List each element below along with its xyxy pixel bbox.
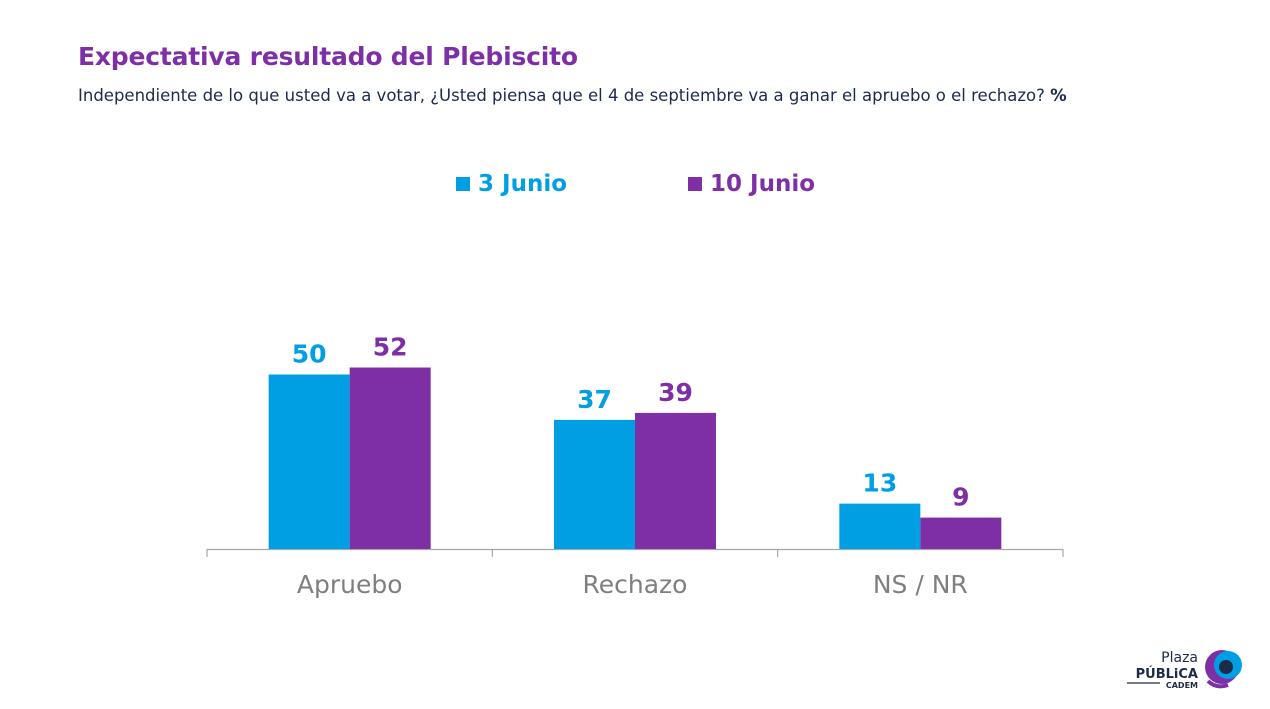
data-label: 52 (373, 333, 408, 362)
logo-swirl-icon (1205, 650, 1242, 689)
legend-item-series-1: 3 Junio (456, 168, 567, 200)
bar-apruebo-series-1 (268, 374, 350, 549)
page-subtitle: Independiente de lo que usted va a votar… (78, 86, 1067, 105)
bar-ns-nr-series-2 (920, 517, 1002, 549)
logo-line-1: Plaza (1161, 650, 1198, 666)
bar-apruebo-series-2 (349, 367, 431, 549)
data-label: 39 (658, 378, 693, 407)
legend-swatch-series-2 (688, 177, 702, 191)
bar-ns-nr-series-1 (839, 503, 921, 549)
logo-line-3: CADEM (1166, 681, 1198, 690)
x-tick-label: Rechazo (583, 570, 688, 599)
bar-rechazo-series-2 (635, 412, 716, 549)
subtitle-text: Independiente de lo que usted va a votar… (78, 86, 1045, 105)
legend-label-series-2: 10 Junio (710, 171, 816, 197)
x-tick-label: Apruebo (297, 570, 403, 599)
data-label: 50 (292, 340, 327, 369)
data-label: 13 (862, 469, 897, 498)
subtitle-unit: % (1050, 86, 1067, 105)
bar-rechazo-series-1 (554, 419, 635, 549)
data-label: 9 (952, 483, 969, 512)
legend-swatch-series-1 (456, 177, 470, 191)
page-title: Expectativa resultado del Plebiscito (78, 42, 578, 71)
legend-item-series-2: 10 Junio (688, 168, 815, 200)
x-tick-label: NS / NR (873, 570, 968, 599)
logo-line-2: PÚBLiCA (1136, 666, 1198, 682)
legend-label-series-1: 3 Junio (478, 171, 568, 197)
data-label: 37 (577, 385, 612, 414)
plaza-publica-cadem-logo: Plaza PÚBLiCA CADEM (1127, 650, 1242, 690)
